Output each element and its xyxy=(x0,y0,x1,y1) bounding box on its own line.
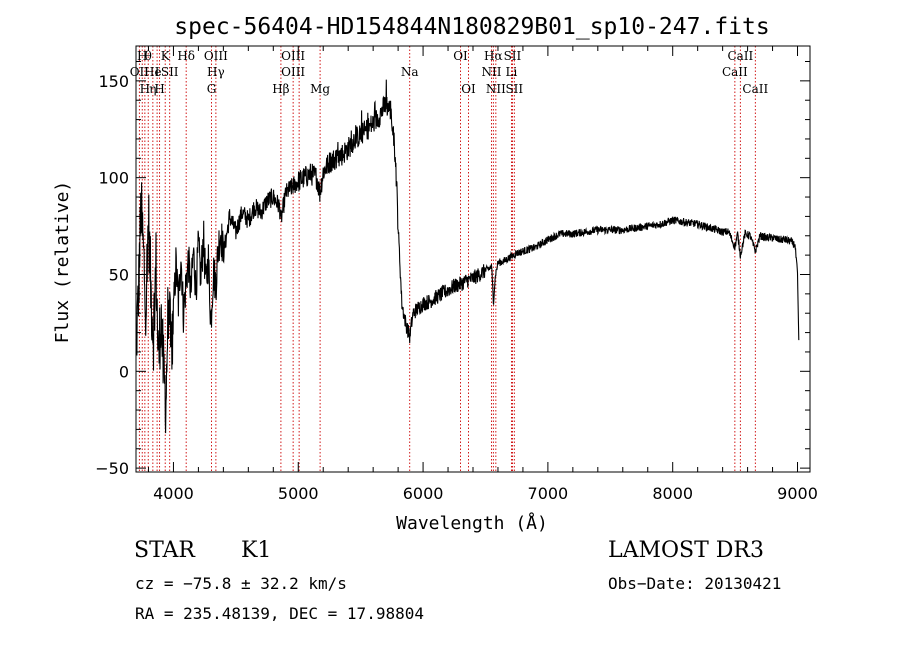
spectrum-line xyxy=(135,79,800,434)
y-tick-label-3: 100 xyxy=(98,169,129,188)
line-markers xyxy=(138,46,756,472)
line-label-6-0: H xyxy=(154,82,164,96)
line-label-1-0: H xyxy=(137,49,147,63)
y-tick-label-4: 150 xyxy=(98,72,129,91)
line-label-0-0: OII xyxy=(130,65,150,79)
line-label-8-0: SII xyxy=(161,65,179,79)
line-label-21-0: NII xyxy=(486,82,506,96)
line-label-13-1: OIII xyxy=(281,65,305,79)
line-label-18-0: OI xyxy=(461,82,476,96)
y-tick-label-2: 50 xyxy=(109,265,129,284)
x-tick-label-2: 6000 xyxy=(403,484,444,503)
line-label-7-0: K xyxy=(161,49,171,63)
y-axis-ticks: −50 0 50 100 150 xyxy=(95,60,810,478)
line-label-19-0: NII xyxy=(481,65,501,79)
line-label-11-1: Hγ xyxy=(207,65,225,79)
line-label-4-0: η xyxy=(149,82,156,96)
line-label-15-0: Mg xyxy=(310,82,330,96)
y-axis-label: Flux (relative) xyxy=(52,181,73,344)
y-tick-label-0: −50 xyxy=(95,459,129,478)
x-tick-label-3: 7000 xyxy=(528,484,569,503)
line-label-24-0: SII xyxy=(505,82,523,96)
line-label-4-1: He xyxy=(144,65,162,79)
line-label-27-0: CaII xyxy=(742,82,768,96)
redshift-cz: cz = −75.8 ± 32.2 km/s xyxy=(135,574,347,593)
line-label-12-0: Hβ xyxy=(272,82,289,96)
line-label-5-0: I xyxy=(155,65,160,79)
subclass: K1 xyxy=(241,538,272,563)
line-label-26-0: CaII xyxy=(727,49,753,63)
obs-date: Obs−Date: 20130421 xyxy=(608,574,782,593)
object-type: STAR xyxy=(134,538,195,563)
y-tick-label-1: 0 xyxy=(119,362,129,381)
line-label-9-0: Hδ xyxy=(177,49,195,63)
line-label-10-0: G xyxy=(207,82,217,96)
plot-frame xyxy=(135,45,811,473)
x-tick-label-1: 5000 xyxy=(278,484,319,503)
line-label-2-0: H xyxy=(140,82,150,96)
line-label-25-0: CaII xyxy=(722,65,748,79)
x-tick-label-4: 8000 xyxy=(652,484,693,503)
line-label-11-0: OIII xyxy=(204,49,228,63)
line-label-20-0: Hα xyxy=(484,49,503,63)
x-axis-ticks: 4000 5000 6000 7000 8000 9000 xyxy=(147,46,818,503)
ra-dec: RA = 235.48139, DEC = 17.98804 xyxy=(135,604,424,623)
line-label-22-0: Li xyxy=(506,65,518,79)
x-tick-label-5: 9000 xyxy=(777,484,818,503)
x-axis-label: Wavelength (Å) xyxy=(396,512,548,534)
line-label-3-0: θ xyxy=(145,49,152,63)
line-label-13-0: OIII xyxy=(281,49,305,63)
line-labels: OIIHHθηHeIHKSIIHδGOIIIHγHβOIIIOIIIMgNaOI… xyxy=(130,49,769,96)
survey-name: LAMOST DR3 xyxy=(608,538,764,563)
line-label-17-0: OI xyxy=(453,49,468,63)
line-label-16-0: Na xyxy=(401,65,419,79)
chart-title: spec-56404-HD154844N180829B01_sp10-247.f… xyxy=(174,14,769,40)
x-tick-label-0: 4000 xyxy=(153,484,194,503)
line-label-23-0: SII xyxy=(504,49,522,63)
